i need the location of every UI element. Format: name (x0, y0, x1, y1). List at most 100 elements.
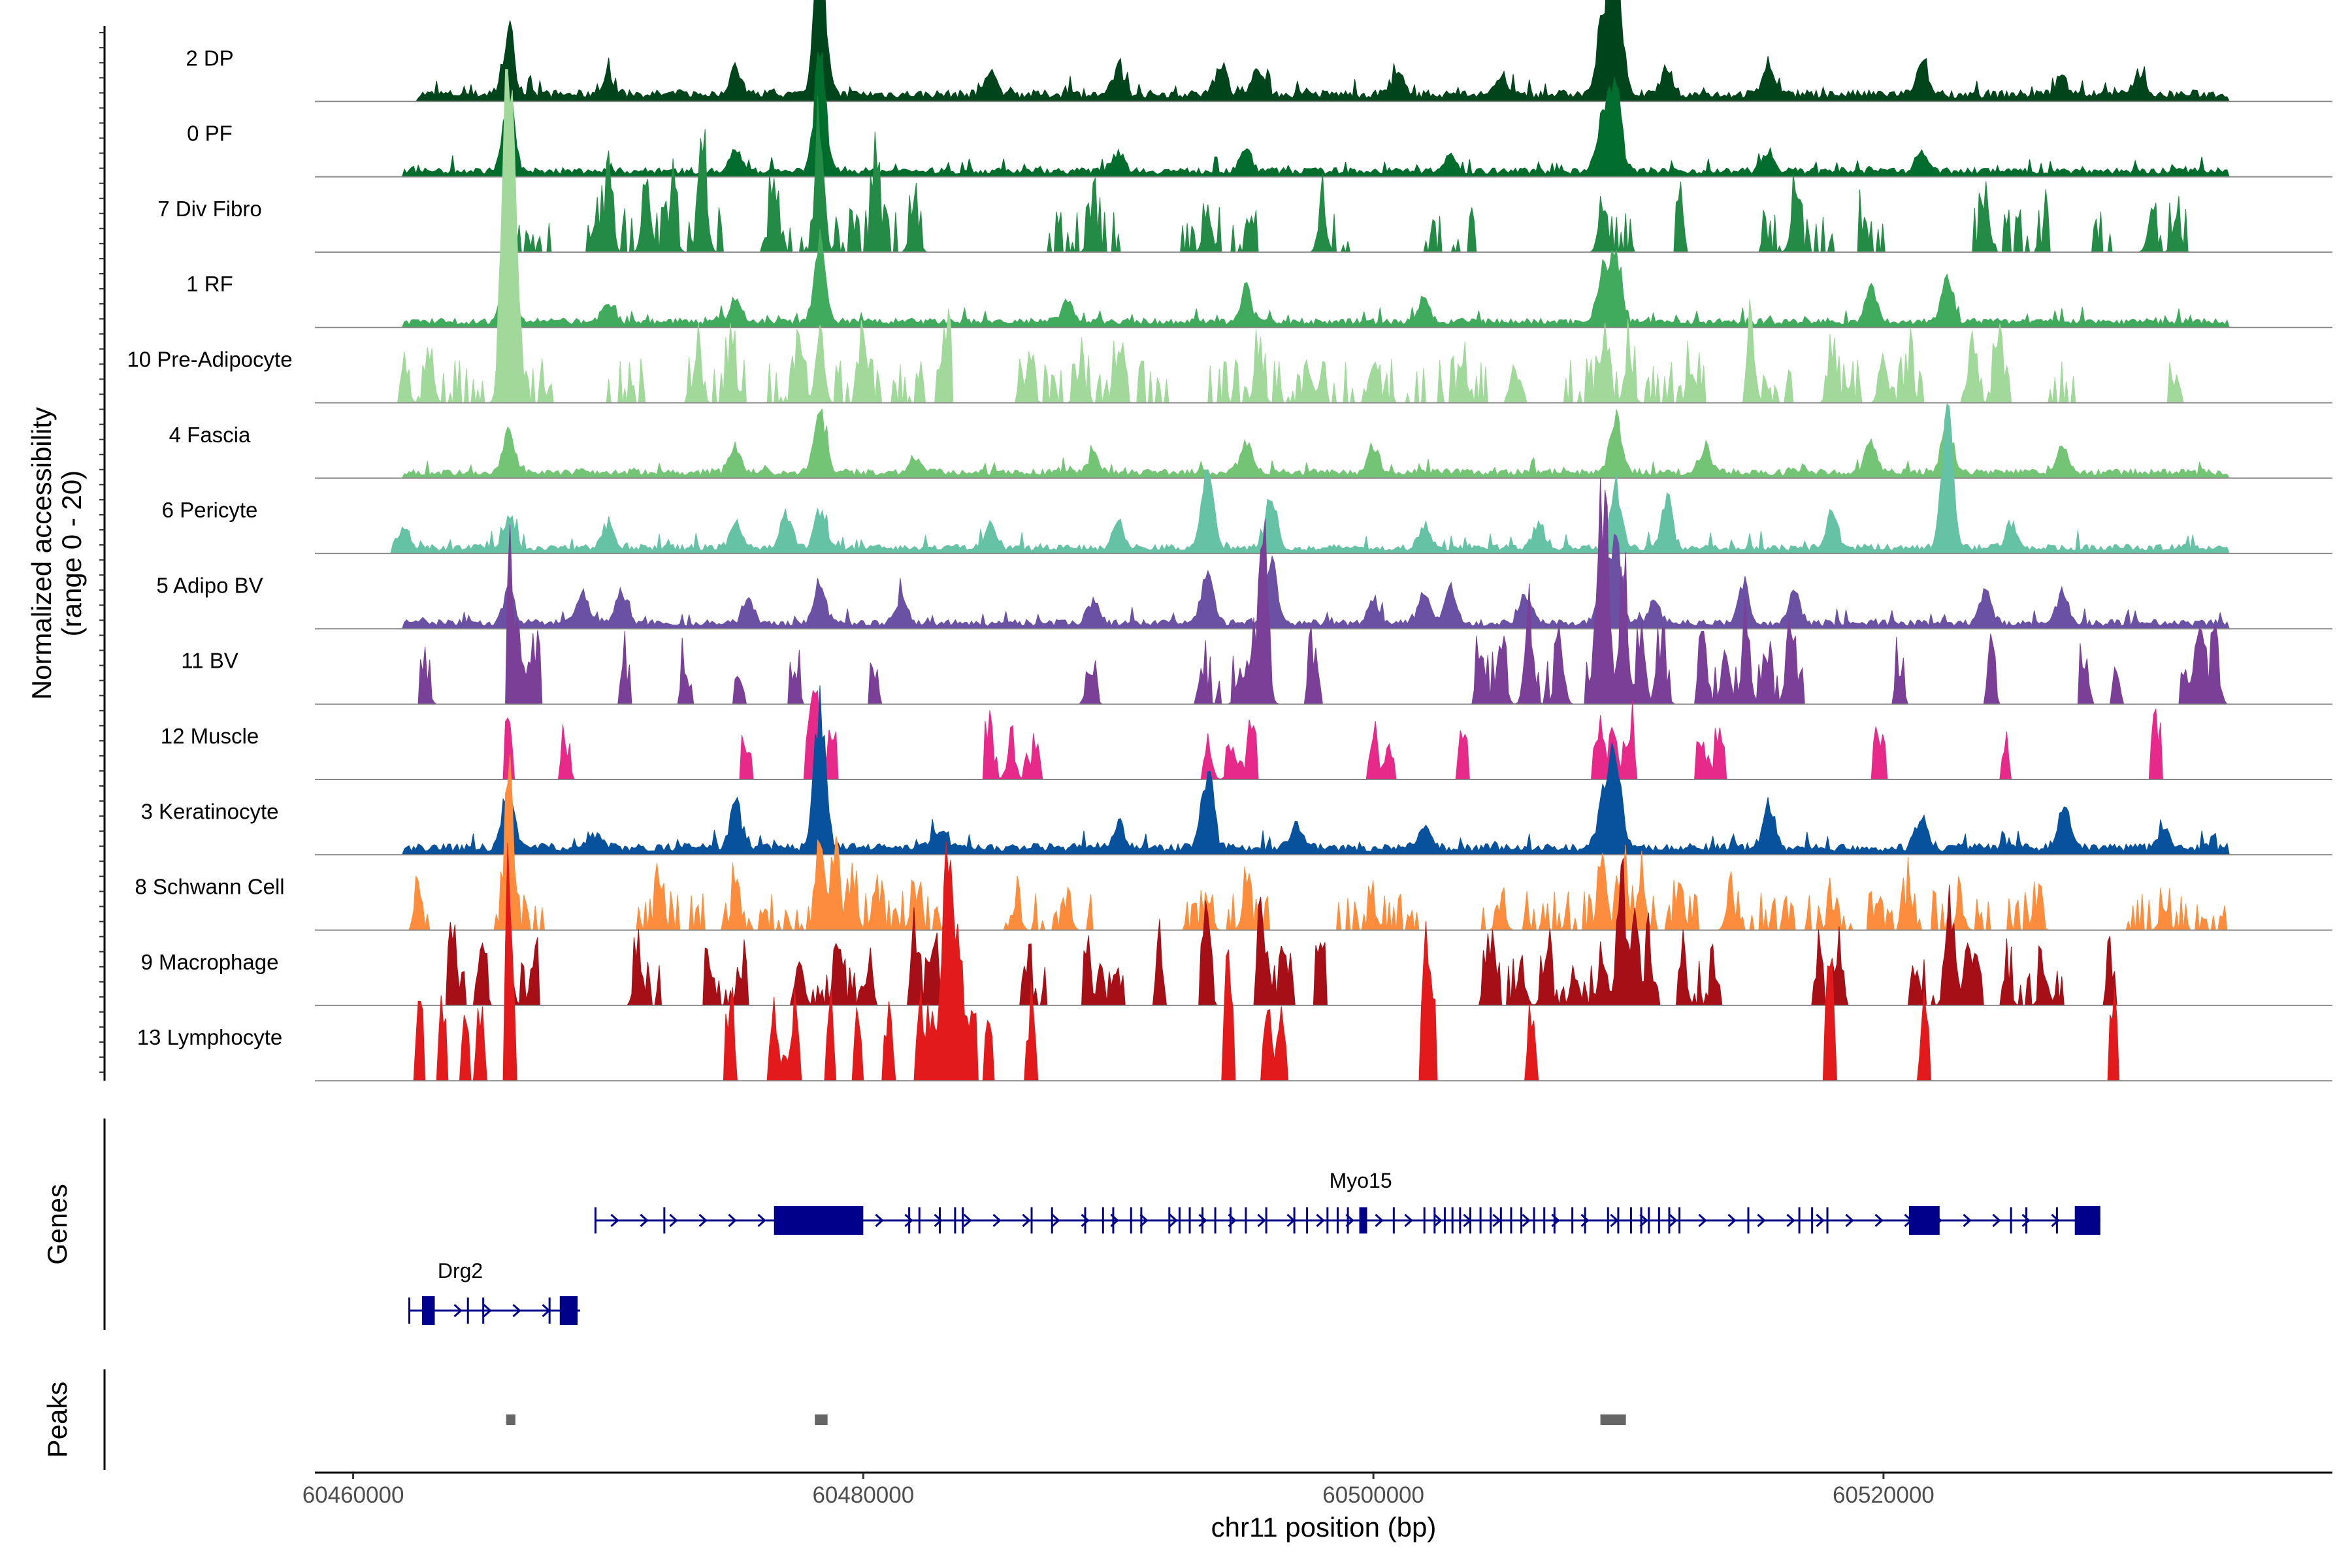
x-tick-label: 60460000 (302, 1482, 404, 1508)
x-tick-label: 60520000 (1833, 1482, 1935, 1508)
track-label: 2 DP (186, 46, 233, 70)
strand-arrow (1522, 1213, 1531, 1228)
strand-arrow (1786, 1213, 1795, 1228)
strand-arrow (1433, 1213, 1443, 1228)
strand-arrow (2021, 1213, 2031, 1228)
track-label: 5 Adipo BV (156, 573, 263, 597)
track-label: 11 BV (181, 649, 238, 673)
strand-arrow (610, 1213, 619, 1228)
track-label: 8 Schwann Cell (135, 875, 284, 899)
strand-arrow (1992, 1213, 2001, 1228)
track-signal (315, 478, 2332, 705)
strand-arrow (1404, 1213, 1413, 1228)
strand-arrow (904, 1213, 913, 1228)
strand-arrow (1139, 1213, 1149, 1228)
track-label: 1 RF (186, 272, 233, 296)
track-label: 6 Pericyte (162, 498, 258, 522)
gene-label: Myo15 (1330, 1169, 1392, 1192)
peak-block (815, 1414, 828, 1425)
track-signal (315, 403, 2332, 554)
gene-label: Drg2 (438, 1259, 483, 1282)
track-label: 3 Keratinocyte (141, 799, 279, 823)
x-tick-label: 60480000 (812, 1482, 914, 1508)
track-signal (315, 229, 2332, 328)
strand-arrow (1845, 1213, 1854, 1228)
y-axis-title-line-2: (range 0 - 20) (56, 470, 87, 636)
strand-arrow (483, 1303, 492, 1318)
strand-arrow (1198, 1213, 1207, 1228)
strand-arrow (1316, 1213, 1325, 1228)
strand-arrow (2051, 1213, 2060, 1228)
gene-myo15: Myo15 (594, 1169, 2100, 1235)
track-10-pre-adipocyte: 10 Pre-Adipocyte (127, 69, 2332, 404)
strand-arrow (1580, 1213, 1590, 1228)
strand-arrow (1169, 1213, 1178, 1228)
peaks-panel: Peaks (42, 1369, 1626, 1470)
track-11-bv: 11 BV (181, 478, 2332, 705)
track-label: 9 Macrophage (141, 950, 279, 974)
y-axis-title-group: Normalized accessibility (range 0 - 20) (26, 407, 87, 700)
x-axis-title: chr11 position (bp) (1211, 1512, 1437, 1543)
strand-arrow (512, 1303, 521, 1318)
peaks-panel-title: Peaks (42, 1382, 73, 1458)
peak-block (1600, 1414, 1626, 1425)
strand-arrow (757, 1213, 766, 1228)
strand-arrow (1639, 1213, 1648, 1228)
track-6-pericyte: 6 Pericyte (162, 403, 2332, 555)
gene-drg2: Drg2 (408, 1259, 581, 1325)
genes-panel: Genes Myo15 Drg2 (42, 1119, 2100, 1330)
peak-block (506, 1414, 515, 1425)
exon-block (421, 1296, 435, 1325)
exon-mark (1359, 1207, 1367, 1233)
exon-block (2074, 1206, 2100, 1235)
strand-arrow (1051, 1213, 1060, 1228)
strand-arrow (992, 1213, 1002, 1228)
strand-arrow (728, 1213, 737, 1228)
track-3-keratinocyte: 3 Keratinocyte (141, 685, 2332, 856)
strand-arrow (1375, 1213, 1384, 1228)
track-label: 10 Pre-Adipocyte (127, 348, 292, 372)
strand-arrow (1081, 1213, 1090, 1228)
track-signal (315, 858, 2332, 1006)
strand-arrow (1492, 1213, 1501, 1228)
track-1-rf: 1 RF (186, 229, 2332, 329)
strand-arrow (1669, 1213, 1678, 1228)
strand-arrow (1698, 1213, 1707, 1228)
track-signal (315, 52, 2332, 178)
track-5-adipo-bv: 5 Adipo BV (156, 533, 2332, 630)
strand-arrow (934, 1213, 943, 1228)
strand-arrow (669, 1213, 678, 1228)
strand-arrow (875, 1213, 884, 1228)
track-label: 13 Lymphocyte (137, 1025, 283, 1049)
strand-arrow (453, 1303, 463, 1318)
track-8-schwann-cell: 8 Schwann Cell (135, 754, 2332, 932)
exon-block (559, 1296, 578, 1325)
strand-arrow (1816, 1213, 1825, 1228)
track-7-div-fibro: 7 Div Fibro (157, 95, 2332, 253)
strand-arrow (640, 1213, 649, 1228)
exon-block (1908, 1206, 1940, 1235)
track-signal (315, 754, 2332, 932)
track-signal (315, 408, 2332, 479)
strand-arrow (1757, 1213, 1766, 1228)
track-4-fascia: 4 Fascia (169, 408, 2332, 479)
x-tick-label: 60500000 (1322, 1482, 1424, 1508)
track-signal (315, 0, 2332, 102)
y-axis-title-line-1: Normalized accessibility (26, 407, 57, 700)
track-signal (315, 685, 2332, 855)
strand-arrow (1963, 1213, 1972, 1228)
track-label: 12 Muscle (161, 724, 259, 748)
track-13-lymphocyte: 13 Lymphocyte (137, 841, 2332, 1082)
track-9-macrophage: 9 Macrophage (141, 858, 2332, 1006)
strand-arrow (698, 1213, 708, 1228)
track-label: 0 PF (187, 122, 233, 146)
track-signal (315, 533, 2332, 629)
x-axis: chr11 position (bp) 60460000 60480000 6050… (302, 1471, 2332, 1543)
exon-block (774, 1206, 864, 1235)
strand-arrow (1874, 1213, 1884, 1228)
strand-arrow (1022, 1213, 1031, 1228)
strand-arrow (1257, 1213, 1266, 1228)
strand-arrow (963, 1213, 972, 1228)
accessibility-tracks: 2 DP 0 PF 7 Div Fibro 1 RF 10 Pre-Adipocyte 4… (99, 0, 2332, 1082)
